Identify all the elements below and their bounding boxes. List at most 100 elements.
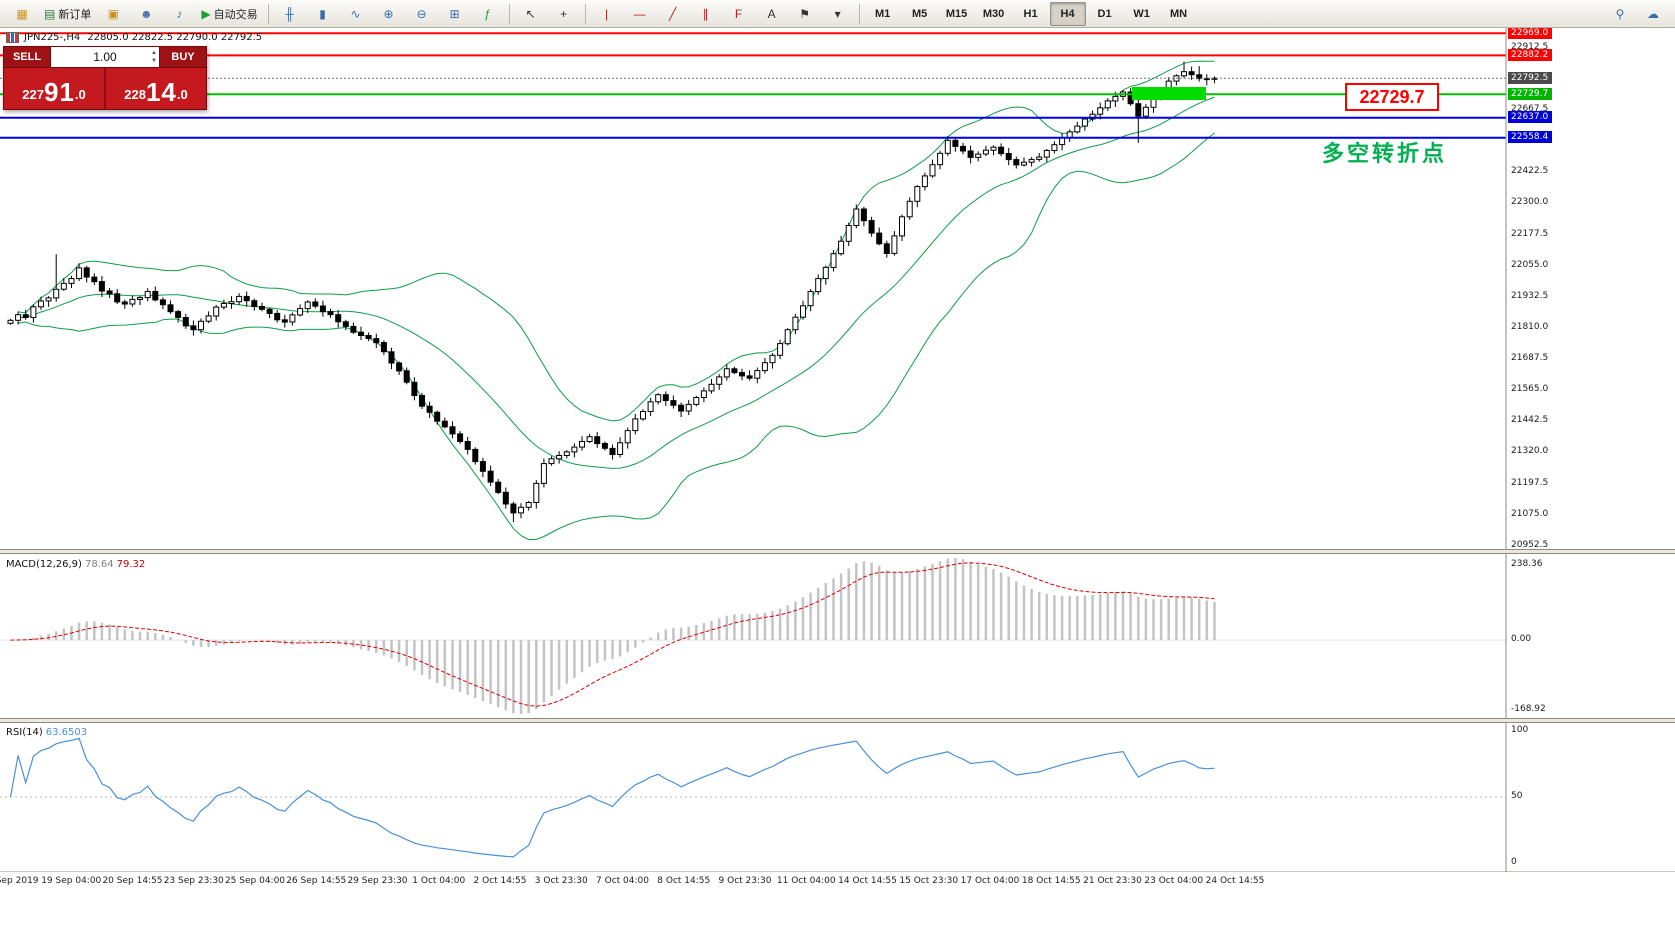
price-axis[interactable]: 22912.5 22667.5 22422.5 22300.0 22177.5 22055…: [1506, 28, 1675, 872]
horizontal-line-button[interactable]: —: [624, 2, 656, 26]
bar-chart-button[interactable]: ╫: [274, 2, 306, 26]
rsi-line: [9, 737, 1215, 858]
price-line-badge: 22558.4: [1508, 131, 1553, 144]
zoom-out-button[interactable]: ⊖: [406, 2, 438, 26]
timeframe-mn-button[interactable]: MN: [1161, 2, 1197, 26]
time-axis-label: 15 Oct 23:30: [899, 876, 959, 886]
timeframe-h4-button[interactable]: H4: [1049, 1, 1086, 26]
charts-button[interactable]: ▣: [97, 2, 129, 26]
sell-button[interactable]: SELL: [3, 46, 51, 68]
toolbar-separator: [858, 3, 860, 24]
rsi-indicator-label: RSI(14) 63.6503: [6, 727, 87, 738]
time-axis-label: 8 Oct 14:55: [657, 876, 711, 886]
line-chart-button[interactable]: ∿: [340, 2, 372, 26]
time-axis-label: 20 Sep 14:55: [102, 876, 163, 886]
fibonacci-button[interactable]: F: [723, 2, 755, 26]
timeframe-m5-button[interactable]: M5: [902, 2, 938, 26]
buy-button[interactable]: BUY: [159, 46, 207, 68]
time-axis-label: 18 Oct 14:55: [1021, 876, 1081, 886]
dropdown-arrow-icon: ▾: [834, 6, 841, 21]
timeframe-m15-button[interactable]: M15: [939, 2, 975, 26]
timeframe-m30-button[interactable]: M30: [976, 2, 1012, 26]
rsi-window-splitter[interactable]: [0, 718, 1675, 723]
buy-price[interactable]: 228 14.0: [106, 68, 206, 109]
quick-search-button[interactable]: ⚲: [1604, 2, 1636, 26]
new-order-button[interactable]: ▤ 新订单: [39, 2, 96, 26]
autotrading-button[interactable]: ▶ 自动交易: [196, 2, 262, 26]
candlestick-icon: ▮: [319, 6, 326, 21]
price-axis-label: 22667.5: [1511, 104, 1549, 114]
macd-axis-label: 238.36: [1511, 559, 1543, 569]
chart-header: JPN225-,H4 22805.0 22822.5 22790.0 22792…: [6, 32, 262, 43]
sell-price[interactable]: 227 91.0: [4, 68, 104, 109]
new-order-icon: ▤: [44, 6, 56, 21]
volume-field[interactable]: 1.00 ▲ ▼: [51, 46, 159, 68]
spinner-down-icon[interactable]: ▼: [151, 58, 157, 64]
price-axis-label: 22055.0: [1511, 259, 1549, 270]
profiles-button[interactable]: ☻: [130, 2, 162, 26]
rsi-value: 63.6503: [45, 727, 88, 738]
text-icon: A: [767, 6, 776, 21]
new-order-button-label: 新订单: [58, 8, 92, 21]
bollinger-upper-band: [18, 60, 1215, 422]
bid-big-digits: 91: [43, 77, 75, 107]
profiles-icon: ☻: [140, 6, 153, 21]
toolbar: ▦ ▤ 新订单 ▣ ☻ ♪ ▶ 自动交易 ╫ ▮ ∿ ⊕ ⊖ ⊞ ƒ ↖ + | — ╱ ∥ F A ⚑ ▾ M1 M5 M15 M30…: [0, 0, 1675, 28]
time-axis-label: 11 Oct 04:00: [776, 876, 836, 886]
horizontal-line-icon: —: [633, 6, 646, 21]
candlestick-button[interactable]: ▮: [307, 2, 339, 26]
price-axis-label: 22300.0: [1511, 197, 1549, 208]
time-axis-label: 7 Oct 04:00: [596, 876, 649, 886]
timeframe-m1-button[interactable]: M1: [865, 2, 901, 26]
label-button[interactable]: ⚑: [789, 2, 821, 26]
vertical-line-button[interactable]: |: [591, 2, 623, 26]
zoom-in-button[interactable]: ⊕: [373, 2, 405, 26]
community-button[interactable]: ☁: [1637, 2, 1669, 26]
rsi-axis-label: 50: [1511, 791, 1523, 801]
turning-point-annotation[interactable]: 多空转折点: [1322, 141, 1448, 166]
trendline-button[interactable]: ╱: [657, 2, 689, 26]
bollinger-bands: [18, 60, 1215, 541]
channel-button[interactable]: ∥: [690, 2, 722, 26]
chart-window[interactable]: JPN225-,H4 22805.0 22822.5 22790.0 22792…: [0, 28, 1675, 951]
macd-name: MACD(12,26,9): [6, 559, 82, 570]
price-line-badge: 22969.0: [1508, 28, 1553, 39]
crosshair-button[interactable]: +: [548, 2, 580, 26]
cursor-button[interactable]: ↖: [515, 2, 547, 26]
macd-indicator-label: MACD(12,26,9) 78.64 79.32: [6, 559, 145, 570]
price-axis-label: 21442.5: [1511, 415, 1549, 426]
macd-window-splitter[interactable]: [0, 549, 1675, 554]
macd-histogram: [16, 558, 1216, 714]
timeframe-w1-button[interactable]: W1: [1124, 2, 1160, 26]
time-axis-label: 29 Sep 23:30: [347, 876, 408, 886]
spinner-up-icon[interactable]: ▲: [151, 50, 157, 56]
toolbar-button-group: ▦ ▤ 新订单 ▣ ☻ ♪ ▶ 自动交易 ╫ ▮ ∿ ⊕ ⊖ ⊞ ƒ ↖ + | — ╱ ∥ F A ⚑ ▾ M1 M5 M15 M30…: [6, 1, 1197, 26]
price-callout[interactable]: 22729.7: [1345, 83, 1439, 111]
shapes-dropdown-button[interactable]: ▾: [822, 2, 854, 26]
search-icon: ⚲: [1615, 6, 1625, 21]
indicators-button[interactable]: ƒ: [472, 2, 504, 26]
highlight-rectangle[interactable]: [1132, 87, 1206, 100]
toolbar-separator: [508, 3, 510, 24]
price-axis-label: 21932.5: [1511, 290, 1549, 301]
chart-canvas[interactable]: [0, 28, 1675, 951]
toolbar-separator: [584, 3, 586, 24]
timeframe-h1-button[interactable]: H1: [1013, 2, 1049, 26]
volume-value: 1.00: [93, 50, 117, 64]
chart-window-icon: ▣: [107, 6, 120, 21]
app-button[interactable]: ▦: [6, 2, 38, 26]
timeframe-d1-button[interactable]: D1: [1087, 2, 1123, 26]
symbol-period-label: JPN225-,H4: [24, 32, 81, 43]
zoom-in-icon: ⊕: [383, 6, 394, 21]
text-button[interactable]: A: [756, 2, 788, 26]
grid-button[interactable]: ⊞: [439, 2, 471, 26]
trade-panel-divider: [104, 68, 106, 109]
macd-axis-label: 0.00: [1511, 634, 1532, 645]
alerts-button[interactable]: ♪: [163, 2, 195, 26]
alert-sound-icon: ♪: [176, 6, 183, 21]
volume-spinner[interactable]: ▲ ▼: [151, 49, 157, 65]
time-axis-label: 23 Oct 04:00: [1144, 876, 1204, 886]
arrow-label-icon: ⚑: [799, 6, 810, 21]
one-click-trading-panel: SELL 1.00 ▲ ▼ BUY 227 91.0 228 14.0: [3, 46, 207, 110]
